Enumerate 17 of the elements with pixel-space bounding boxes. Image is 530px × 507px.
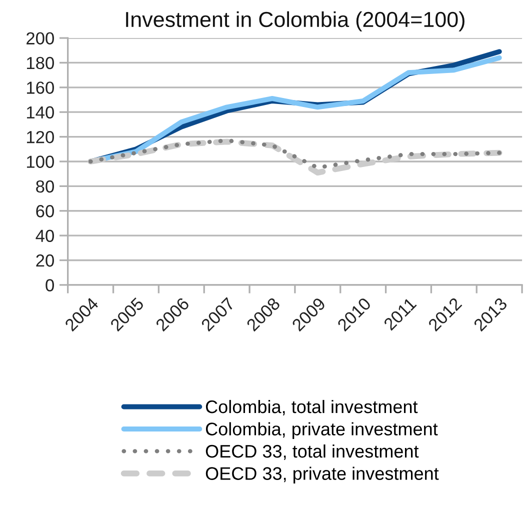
y-tick-label: 100	[27, 156, 54, 168]
y-tick-label: 120	[27, 130, 54, 144]
legend-label: OECD 33, private investment	[206, 466, 439, 484]
line-series	[88, 138, 502, 170]
y-tick-label: 40	[36, 230, 54, 242]
y-tick-label: 180	[27, 56, 54, 70]
y-tick-label: 160	[27, 82, 54, 94]
y-tick-label: 80	[36, 180, 54, 193]
y-tick-label: 0	[46, 279, 54, 292]
legend-label: OECD 33, total investment	[206, 444, 419, 460]
y-tick-label: 140	[27, 106, 54, 119]
y-tick-label: 60	[36, 205, 54, 218]
y-tick-label: 200	[26, 32, 54, 44]
legend-label: Colombia, total investment	[206, 400, 418, 416]
chart-title: Investment in Colombia (2004=100)	[126, 11, 464, 32]
y-tick-label: 20	[36, 254, 54, 267]
legend-label: Colombia, private investment	[206, 422, 438, 440]
